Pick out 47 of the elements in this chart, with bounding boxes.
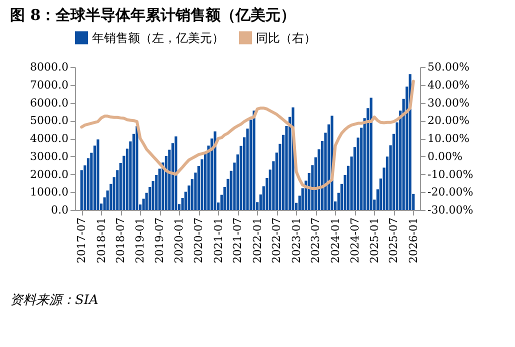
y2-tick-label: -30.00% — [428, 204, 474, 216]
y-tick-label: 4000.0 — [30, 132, 68, 145]
bar — [96, 139, 100, 210]
x-tick-label: 2017-07 — [75, 218, 88, 264]
chart-title: 图 8：全球半导体年累计销售额（亿美元） — [10, 6, 296, 24]
x-tick-label: 2018-01 — [94, 218, 108, 264]
x-tick-label: 2025-01 — [368, 218, 381, 264]
y2-tick-label: 0.00% — [428, 150, 462, 163]
line-series — [80, 80, 415, 190]
y-tick-label: 6000.0 — [30, 96, 68, 110]
bar — [370, 98, 372, 210]
y2-tick-label: 30.00% — [428, 96, 470, 110]
x-tick-label: 2026-01 — [406, 218, 420, 264]
x-tick-label: 2022-01 — [250, 218, 264, 264]
bar — [174, 136, 178, 210]
y-tick-label: 2000.0 — [30, 168, 68, 181]
y2-tick-label: 50.00% — [428, 60, 470, 74]
x-tick-label: 2020-07 — [192, 218, 206, 264]
x-tick-label: 2019-07 — [153, 218, 166, 264]
x-tick-label: 2022-07 — [270, 218, 284, 264]
x-tick-label: 2021-01 — [212, 218, 225, 264]
bar — [252, 110, 256, 210]
y-tick-label: 0.0 — [51, 204, 68, 216]
x-tick-label: 2019-01 — [134, 218, 147, 264]
x-tick-label: 2024-07 — [348, 218, 362, 264]
text: 资料来源：SIA — [10, 293, 98, 308]
y-tick-label: 5000.0 — [30, 114, 68, 128]
y2-tick-label: 10.00% — [428, 132, 470, 145]
x-tick-label: 2018-07 — [114, 218, 128, 264]
y-tick-label: 7000.0 — [30, 78, 68, 92]
y-tick-label: 1000.0 — [30, 186, 68, 199]
y2-tick-label: 20.00% — [428, 114, 470, 128]
x-tick-label: 2021-07 — [231, 218, 244, 264]
x-tick-label: 2023-01 — [290, 218, 303, 264]
x-tick-label: 2024-01 — [328, 218, 342, 264]
legend-label: 年销售额（左，亿美元） — [92, 30, 224, 45]
x-tick-label: 2025-07 — [387, 218, 400, 264]
x-tick-label: 2023-07 — [309, 218, 322, 264]
bar — [136, 126, 138, 210]
y-tick-label: 3000.0 — [30, 150, 68, 163]
x-tick-label: 2020-01 — [172, 218, 186, 264]
legend-label: 同比（右） — [256, 30, 316, 45]
y2-tick-label: -20.00% — [428, 186, 474, 199]
y2-tick-label: -10.00% — [428, 168, 474, 181]
y2-tick-label: 40.00% — [428, 78, 470, 92]
y-tick-label: 8000.0 — [30, 60, 68, 74]
bar — [214, 131, 216, 210]
